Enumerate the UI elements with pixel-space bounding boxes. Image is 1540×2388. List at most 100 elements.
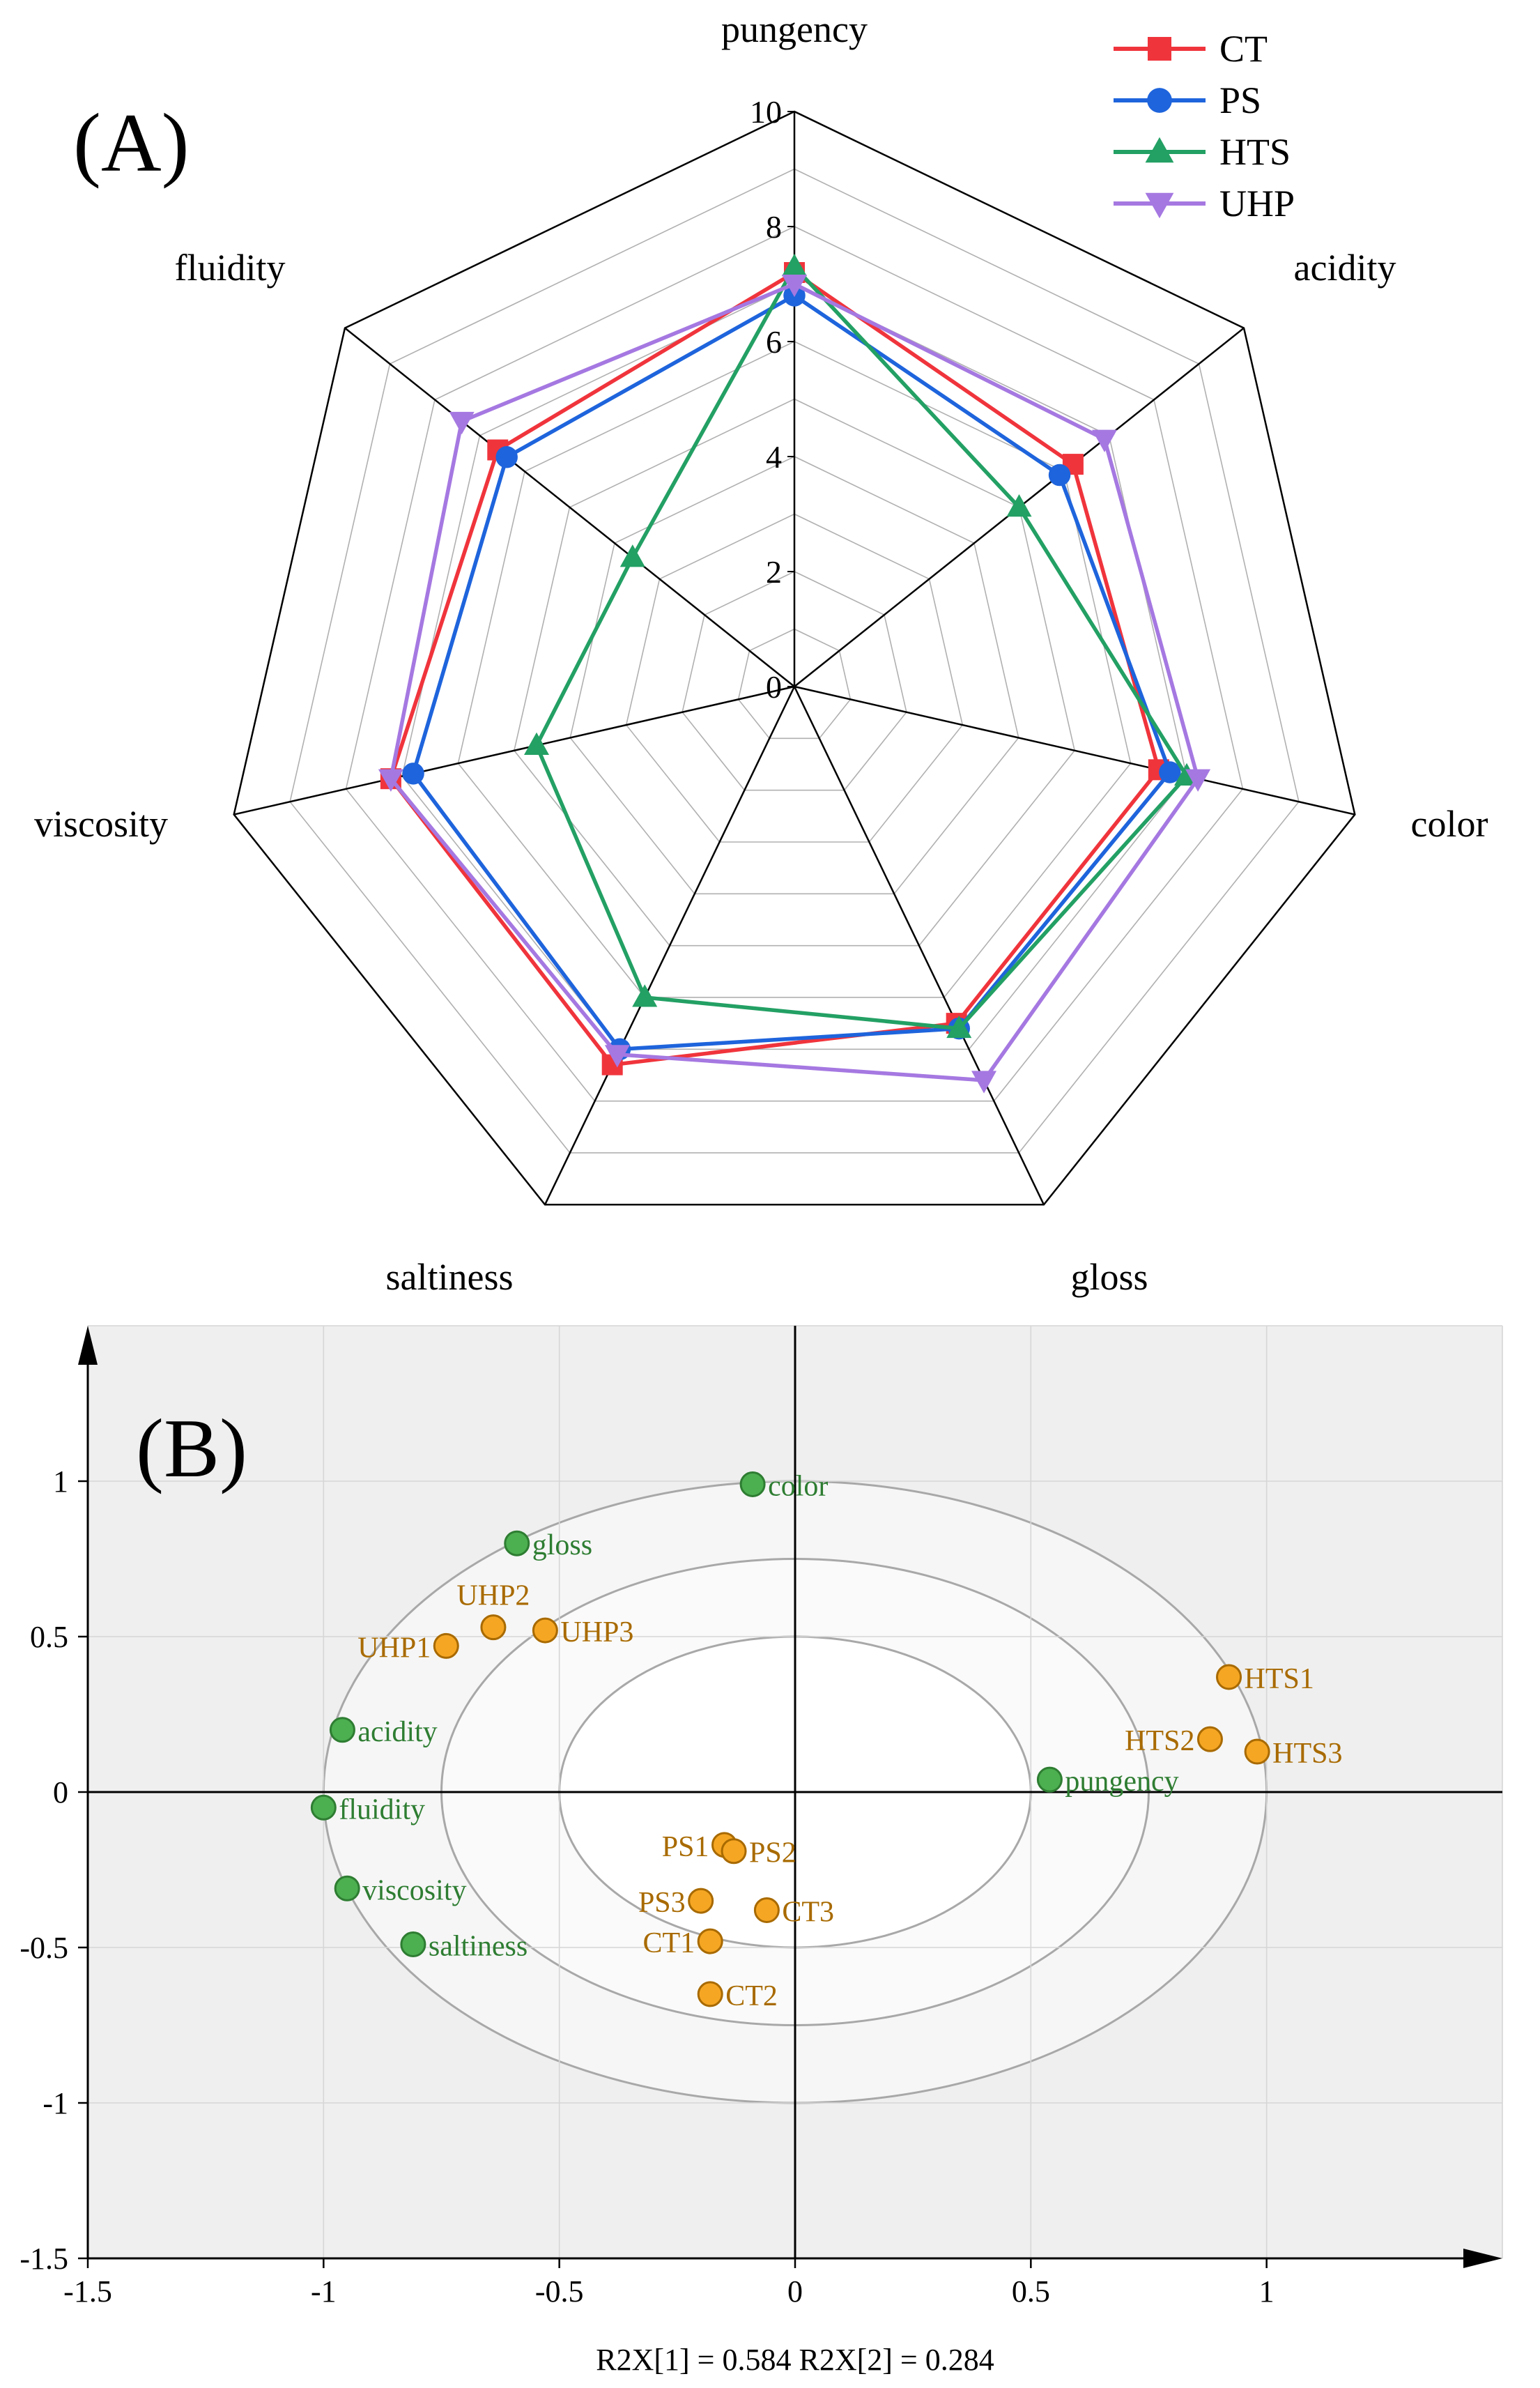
legend-marker (1147, 88, 1172, 113)
x-tick-label: -1 (311, 2274, 337, 2309)
radar-grid-ring (682, 571, 907, 791)
legend: CT PS HTS UHP (1114, 28, 1295, 224)
x-tick-label: -1.5 (63, 2274, 112, 2309)
radar-data-point (946, 1015, 972, 1039)
radar-grid-ring (289, 168, 1300, 1154)
legend-marker (1145, 192, 1174, 219)
sample-point-UHP3 (532, 1617, 558, 1644)
legend-label-hts: HTS (1219, 131, 1291, 173)
attribute-point-gloss (504, 1530, 530, 1556)
radar-series-line (411, 293, 1173, 1052)
radar-data-point (604, 1045, 630, 1068)
radar-data-point (1092, 429, 1118, 452)
radar-tick-label: 4 (766, 439, 782, 475)
radar-axis-label-saltiness: saltiness (386, 1256, 514, 1298)
panel-label-b: (B) (136, 1402, 247, 1494)
x-tick-label: 0.5 (1012, 2274, 1050, 2309)
legend-label-uhp: UHP (1219, 183, 1295, 224)
radar-series-uhp (378, 275, 1211, 1094)
radar-data-point (1006, 494, 1032, 517)
y-tick-label: 0.5 (30, 1620, 68, 1654)
radar-data-point (1159, 761, 1181, 783)
radar-data-point (378, 769, 403, 792)
y-tick-label: 1 (53, 1464, 68, 1499)
sample-label-PS1: PS1 (662, 1831, 709, 1863)
radar-grid-ring (345, 226, 1244, 1102)
attribute-point-color (739, 1471, 766, 1497)
sample-label-UHP1: UHP1 (357, 1632, 431, 1664)
radar-axis-label-pungency: pungency (721, 8, 868, 50)
radar-axis-label-gloss: gloss (1070, 1256, 1148, 1298)
radar-spoke (793, 686, 1045, 1205)
radar-data-point (971, 1071, 997, 1094)
sample-label-UHP2: UHP2 (456, 1580, 530, 1612)
legend-label-ps: PS (1219, 79, 1261, 121)
attribute-label-saltiness: saltiness (429, 1931, 528, 1963)
radar-grid-ring (401, 283, 1187, 1050)
sample-point-CT1 (697, 1928, 723, 1954)
radar-series-line (388, 282, 1201, 1082)
radar-chart: 0 2 4 6 8 10 pungency acidity color gloss saltines… (34, 8, 1488, 1298)
attribute-label-pungency: pungency (1065, 1766, 1178, 1798)
attribute-point-saltiness (400, 1931, 426, 1958)
attribute-point-pungency (1036, 1766, 1063, 1793)
radar-series-line (534, 263, 1189, 1031)
sample-point-PS3 (688, 1888, 714, 1914)
legend-marker (1145, 137, 1174, 163)
radar-series-line (388, 270, 1161, 1067)
y-tick-label: -1 (43, 2086, 68, 2120)
radar-data-point (1048, 464, 1071, 487)
y-tick-label: -0.5 (20, 1931, 68, 1965)
radar-spoke (794, 685, 1355, 816)
radar-tick-label: 2 (766, 554, 782, 590)
panel-label-a: (A) (73, 96, 190, 189)
sample-point-HTS3 (1244, 1738, 1270, 1765)
radar-data-point (495, 446, 518, 468)
x-tick-label: -0.5 (535, 2274, 584, 2309)
radar-grid-ring (513, 398, 1076, 947)
sample-point-HTS1 (1216, 1664, 1242, 1690)
radar-data-point (632, 984, 658, 1007)
attribute-label-viscosity: viscosity (362, 1874, 466, 1906)
sample-point-CT2 (697, 1981, 723, 2007)
attribute-point-fluidity (310, 1794, 337, 1821)
radar-spoke (233, 685, 795, 816)
radar-axis-label-viscosity: viscosity (34, 803, 168, 845)
radar-grid-ring (569, 456, 1019, 895)
attribute-point-viscosity (334, 1875, 360, 1901)
radar-spoke (544, 686, 796, 1205)
x-axis-title: R2X[1] = 0.584 R2X[2] = 0.284 (596, 2343, 994, 2377)
pca-loading-plot: -1.5 -1 -0.5 0 0.5 1 -1.5 -1 -0.5 0 0.5 1 R2X[1] = 0… (20, 1325, 1503, 2377)
radar-grid-ring (625, 513, 964, 843)
radar-spoke (344, 327, 795, 687)
radar-axis-label-fluidity: fluidity (175, 247, 286, 289)
sample-label-CT2: CT2 (725, 1980, 778, 2012)
y-axis-arrow (78, 1326, 98, 1365)
radar-tick-label: 8 (766, 209, 782, 245)
radar-tick-label: 6 (766, 324, 782, 360)
sample-point-HTS2 (1196, 1726, 1223, 1752)
attribute-label-acidity: acidity (357, 1716, 437, 1748)
radar-series-hts (524, 254, 1200, 1039)
sample-point-UHP2 (480, 1614, 507, 1641)
attribute-label-fluidity: fluidity (339, 1793, 425, 1826)
legend-label-ct: CT (1219, 28, 1268, 70)
radar-data-point (402, 763, 424, 785)
attribute-label-color: color (768, 1470, 828, 1502)
y-tick-label: 0 (53, 1775, 68, 1809)
attribute-label-gloss: gloss (532, 1529, 592, 1561)
sample-point-CT3 (753, 1897, 780, 1923)
x-axis-arrow (1463, 2249, 1502, 2268)
radar-data-point (524, 732, 550, 755)
legend-marker (1148, 37, 1171, 61)
radar-tick-label: 10 (750, 94, 782, 130)
sample-label-CT3: CT3 (782, 1896, 834, 1928)
sample-label-PS2: PS2 (749, 1837, 796, 1869)
sample-label-CT1: CT1 (643, 1927, 695, 1959)
x-tick-label: 0 (787, 2274, 803, 2309)
sample-label-UHP3: UHP3 (560, 1616, 633, 1648)
radar-data-point (782, 275, 807, 298)
attribute-point-acidity (329, 1717, 355, 1743)
sample-point-UHP1 (433, 1632, 459, 1659)
